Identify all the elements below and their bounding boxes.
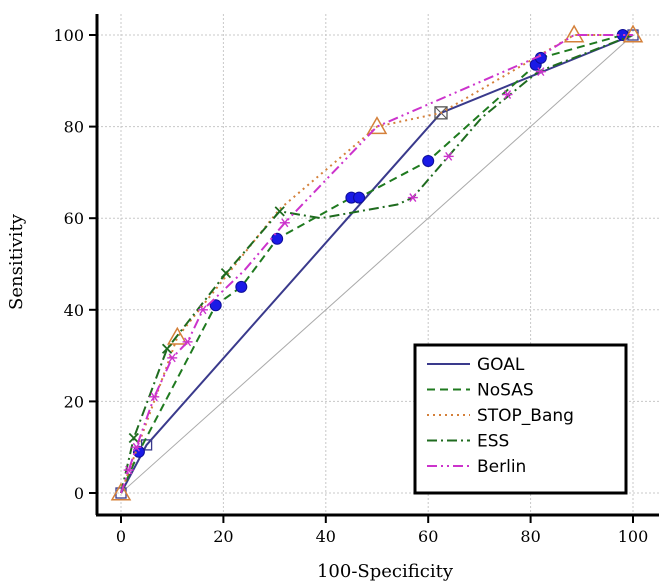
y-tick-label: 0 [74, 484, 84, 503]
x-tick-label: 60 [418, 527, 438, 546]
data-point-berlin [407, 193, 418, 203]
series-berlin [120, 34, 633, 494]
data-point-stop-bang [622, 24, 644, 43]
legend: GOAL NoSAS STOP_Bang ESS Berlin [413, 343, 628, 495]
y-tick-label: 40 [64, 301, 84, 320]
data-point-ess [274, 206, 285, 217]
series-stop-bang [110, 24, 644, 501]
x-tick-label: 20 [213, 527, 233, 546]
axes-layer [95, 14, 659, 517]
data-point-stop-bang [366, 116, 388, 135]
data-point-nosas [235, 280, 248, 293]
data-point-berlin [123, 465, 134, 475]
series-layer [110, 24, 644, 501]
data-point-nosas [422, 154, 435, 167]
data-point-ess [161, 343, 173, 354]
data-point-berlin [131, 442, 142, 452]
data-point-berlin [197, 305, 208, 315]
series-line-stop-bang [120, 34, 633, 494]
legend-label: STOP_Bang [477, 406, 574, 426]
legend-item-nosas: NoSAS [427, 381, 534, 401]
y-tick-label: 20 [64, 392, 84, 411]
series-line-goal [120, 34, 634, 494]
y-tick-label: 60 [64, 209, 84, 228]
data-point-berlin [502, 90, 513, 99]
tick-layer: 0 20 40 60 80 100 0 20 40 60 80 100 [53, 26, 648, 546]
series-line-ess [120, 34, 634, 494]
data-point-berlin [182, 337, 193, 347]
data-point-stop-bang [110, 482, 132, 501]
x-tick-label: 40 [316, 527, 336, 546]
data-point-berlin [149, 392, 160, 402]
data-point-ess [220, 268, 232, 279]
data-point-nosas [271, 232, 284, 245]
reference-layer [120, 34, 634, 494]
data-point-nosas [209, 299, 222, 312]
data-point-berlin [443, 151, 454, 161]
legend-item-goal: GOAL [427, 355, 525, 375]
data-point-berlin [535, 67, 546, 77]
data-point-ess [128, 432, 139, 444]
y-tick-label: 80 [64, 118, 84, 137]
legend-box [413, 343, 628, 495]
data-point-stop-bang [563, 24, 585, 43]
x-tick-label: 0 [116, 527, 126, 546]
legend-label: Berlin [477, 457, 526, 477]
data-point-berlin [279, 218, 290, 228]
legend-label: ESS [477, 432, 509, 452]
legend-item-stop-bang: STOP_Bang [427, 406, 574, 426]
data-point-berlin [167, 353, 178, 363]
legend-item-berlin: Berlin [427, 457, 526, 477]
y-axis-title: Sensitivity [6, 213, 27, 310]
legend-label: GOAL [477, 355, 525, 375]
legend-item-ess: ESS [427, 432, 509, 452]
x-tick-label: 80 [520, 527, 540, 546]
data-point-stop-bang [167, 326, 188, 345]
y-tick-label: 100 [53, 26, 84, 45]
legend-label: NoSAS [477, 381, 534, 401]
data-point-nosas [353, 191, 366, 204]
x-axis-title: 100-Specificity [317, 561, 454, 582]
x-tick-label: 100 [618, 527, 649, 546]
reference-diagonal [120, 34, 634, 494]
series-ess [120, 34, 634, 494]
